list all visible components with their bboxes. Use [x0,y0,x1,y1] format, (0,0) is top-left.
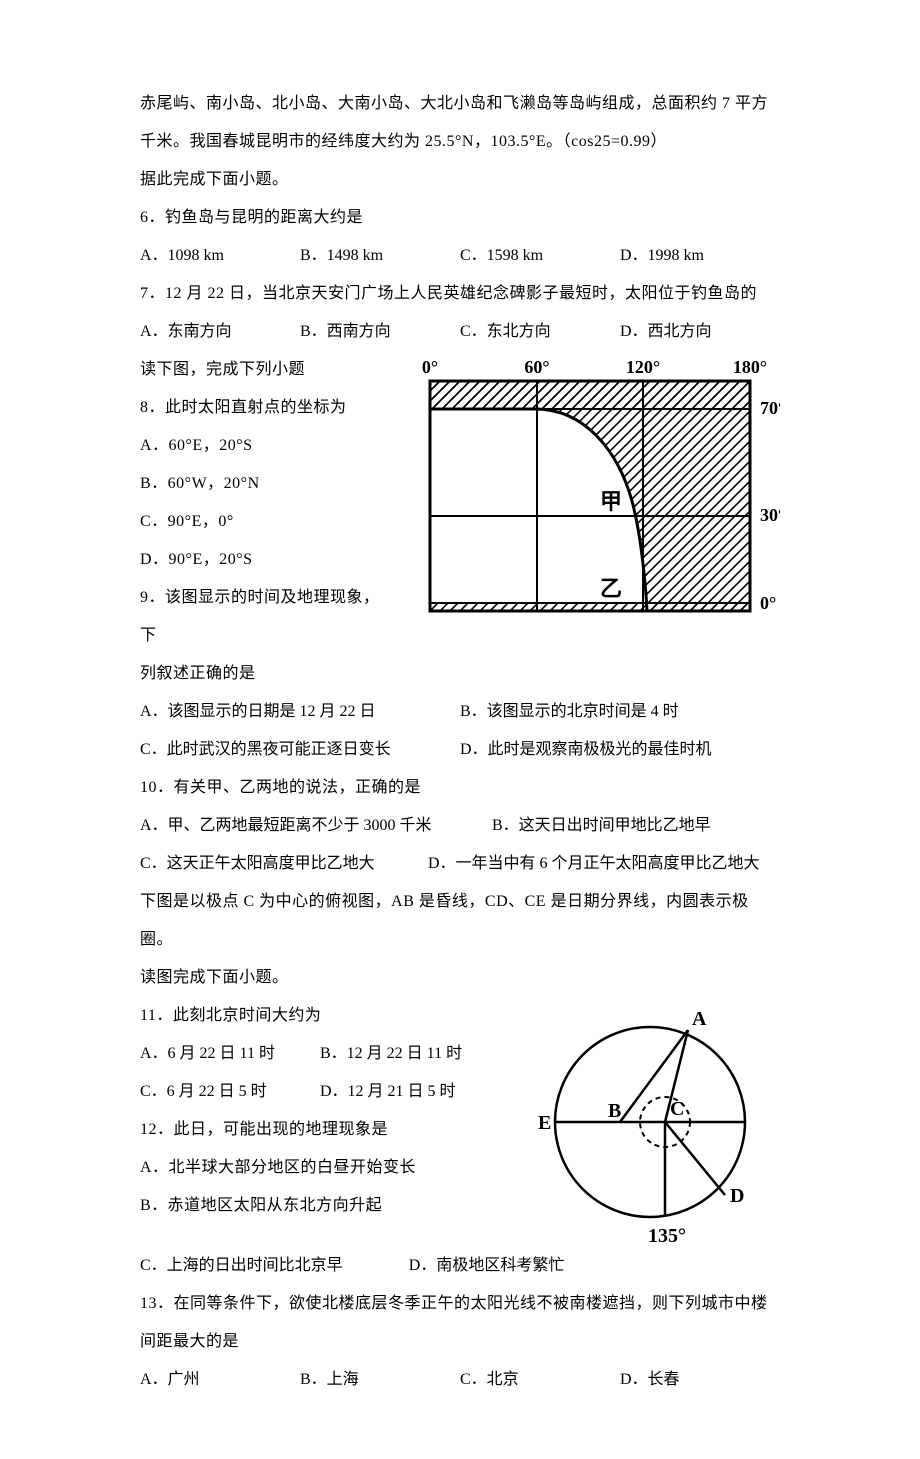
q12-stem: 12．此日，可能出现的地理现象是 [140,1111,500,1149]
q13-option-c: C．北京 [460,1361,620,1399]
fig1-intro: 读下图，完成下列小题 [140,351,390,389]
figure-2: A B C D E 135° [520,997,780,1247]
fig1-marker-jia: 甲 [600,489,622,514]
q9-options-ab: A．该图显示的日期是 12 月 22 日 B．该图显示的北京时间是 4 时 [140,693,780,731]
q6-options: A．1098 km B．1498 km C．1598 km D．1998 km [140,237,780,275]
fig2-intro-1: 下图是以极点 C 为中心的俯视图，AB 是昏线，CD、CE 是日期分界线，内圆表… [140,883,780,959]
page-root: 赤尾屿、南小岛、北小岛、大南小岛、大北小岛和飞濑岛等岛屿组成，总面积约 7 平方… [0,0,920,1459]
fig2-label-a: A [692,1008,707,1030]
q10-option-d: D．一年当中有 6 个月正午太阳高度甲比乙地大 [428,845,780,883]
q8-option-a: A．60°E，20°S [140,427,390,465]
fig2-angle-label: 135° [648,1225,686,1247]
q8-stem: 8．此时太阳直射点的坐标为 [140,389,390,427]
fig2-label-c: C [670,1098,684,1120]
q13-option-a: A．广州 [140,1361,300,1399]
q9-stem-2: 列叙述正确的是 [140,655,390,693]
q13-option-b: B．上海 [300,1361,460,1399]
fig2-label-e: E [538,1112,551,1134]
left-narrow-column: 读下图，完成下列小题 8．此时太阳直射点的坐标为 A．60°E，20°S B．6… [140,351,390,693]
q11-option-b: B．12 月 22 日 11 时 [320,1035,500,1073]
q7-stem: 7．12 月 22 日，当北京天安门广场上人民英雄纪念碑影子最短时，太阳位于钓鱼… [140,275,780,313]
q13-stem-1: 13．在同等条件下，欲使北楼底层冬季正午的太阳光线不被南楼遮挡，则下列城市中楼 [140,1285,780,1323]
q6-option-a: A．1098 km [140,237,300,275]
q11-option-d: D．12 月 21 日 5 时 [320,1073,500,1111]
q12-options-cd: C．上海的日出时间比北京早 D．南极地区科考繁忙 [140,1247,780,1285]
fig1-xlabel-60: 60° [524,357,549,377]
fig1-xlabel-0: 0° [422,357,438,377]
fig1-ylabel-30: 30° [760,505,780,525]
q8-option-d: D．90°E，20°S [140,541,390,579]
q10-option-a: A．甲、乙两地最短距离不少于 3000 千米 [140,807,492,845]
q7-option-d: D．西北方向 [620,313,780,351]
q6-stem: 6．钓鱼岛与昆明的距离大约是 [140,199,780,237]
fig2-label-d: D [730,1185,744,1207]
q11-options-cd: C．6 月 22 日 5 时 D．12 月 21 日 5 时 [140,1073,500,1111]
q12-option-b: B．赤道地区太阳从东北方向升起 [140,1187,500,1225]
q9-option-a: A．该图显示的日期是 12 月 22 日 [140,693,460,731]
fig1-xlabel-120: 120° [626,357,660,377]
fig2-label-b: B [608,1100,621,1122]
q10-option-b: B．这天日出时间甲地比乙地早 [492,807,780,845]
q12-option-d: D．南极地区科考繁忙 [409,1247,780,1285]
fig1-xlabel-180: 180° [733,357,767,377]
q9-option-d: D．此时是观察南极极光的最佳时机 [460,731,780,769]
q10-options-ab: A．甲、乙两地最短距离不少于 3000 千米 B．这天日出时间甲地比乙地早 [140,807,780,845]
q13-options: A．广州 B．上海 C．北京 D．长春 [140,1361,780,1399]
q12-option-a: A．北半球大部分地区的白昼开始变长 [140,1149,500,1187]
q12-option-c: C．上海的日出时间比北京早 [140,1247,409,1285]
q7-option-b: B．西南方向 [300,313,460,351]
fig1-ylabel-0: 0° [760,593,776,613]
q11-stem: 11．此刻北京时间大约为 [140,997,500,1035]
intro-line-1: 赤尾屿、南小岛、北小岛、大南小岛、大北小岛和飞濑岛等岛屿组成，总面积约 7 平方 [140,85,780,123]
q7-option-a: A．东南方向 [140,313,300,351]
q6-option-b: B．1498 km [300,237,460,275]
fig1-ylabel-70: 70° [760,398,780,418]
q10-options-cd: C．这天正午太阳高度甲比乙地大 D．一年当中有 6 个月正午太阳高度甲比乙地大 [140,845,780,883]
intro-line-3: 据此完成下面小题。 [140,161,780,199]
q11-options-ab: A．6 月 22 日 11 时 B．12 月 22 日 11 时 [140,1035,500,1073]
q11-option-c: C．6 月 22 日 5 时 [140,1073,320,1111]
q9-option-c: C．此时武汉的黑夜可能正逐日变长 [140,731,460,769]
figure-1: 0° 60° 120° 180° 70° 30° 0° 甲 乙 [400,351,780,626]
q11-option-a: A．6 月 22 日 11 时 [140,1035,320,1073]
q10-option-c: C．这天正午太阳高度甲比乙地大 [140,845,428,883]
q9-options-cd: C．此时武汉的黑夜可能正逐日变长 D．此时是观察南极极光的最佳时机 [140,731,780,769]
q6-option-c: C．1598 km [460,237,620,275]
q7-option-c: C．东北方向 [460,313,620,351]
q13-option-d: D．长春 [620,1361,780,1399]
q8-option-b: B．60°W，20°N [140,465,390,503]
fig1-marker-yi: 乙 [600,576,622,601]
q7-options: A．东南方向 B．西南方向 C．东北方向 D．西北方向 [140,313,780,351]
q9-stem-1: 9．该图显示的时间及地理现象，下 [140,579,390,655]
intro-line-2: 千米。我国春城昆明市的经纬度大约为 25.5°N，103.5°E。（cos25=… [140,123,780,161]
fig2-intro-2: 读图完成下面小题。 [140,959,780,997]
q9-option-b: B．该图显示的北京时间是 4 时 [460,693,780,731]
q10-stem: 10．有关甲、乙两地的说法，正确的是 [140,769,780,807]
q13-stem-2: 间距最大的是 [140,1323,780,1361]
q8-option-c: C．90°E，0° [140,503,390,541]
q6-option-d: D．1998 km [620,237,780,275]
left-q11-q12-column: 11．此刻北京时间大约为 A．6 月 22 日 11 时 B．12 月 22 日… [140,997,500,1225]
